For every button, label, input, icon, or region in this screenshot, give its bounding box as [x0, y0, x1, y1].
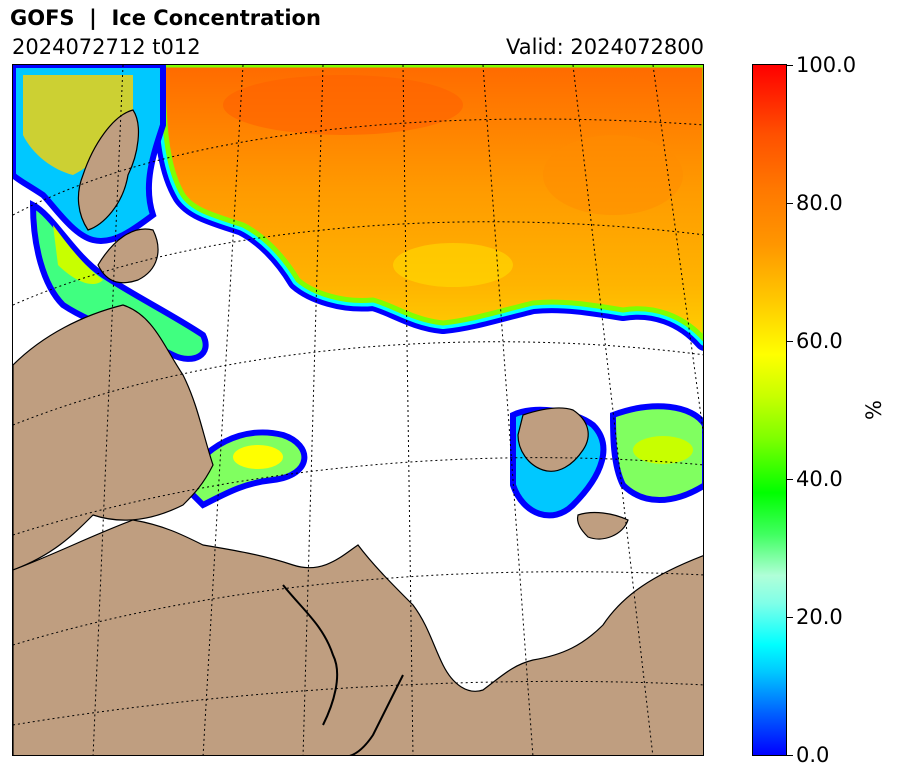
plot-title: GOFS | Ice Concentration: [10, 6, 321, 30]
colorbar-tick-80: [787, 203, 793, 204]
colorbar-label-80: 80.0: [796, 191, 843, 215]
colorbar-label-100: 100.0: [796, 53, 857, 77]
graticule: [13, 65, 703, 755]
map-canvas: [13, 65, 703, 755]
ice-concentration-map: [12, 64, 704, 756]
colorbar-label-60: 60.0: [796, 329, 843, 353]
colorbar-label-20: 20.0: [796, 605, 843, 629]
pack-ice-region: [152, 65, 703, 351]
colorbar-unit-label: %: [862, 400, 886, 420]
small-island: [576, 511, 629, 540]
severnaya-zemlya-island: [517, 407, 589, 472]
colorbar: [752, 64, 787, 756]
colorbar-label-40: 40.0: [796, 467, 843, 491]
kara-ice-patch: [179, 429, 308, 509]
svalbard-island: [77, 109, 139, 231]
colorbar-tick-40: [787, 479, 793, 480]
colorbar-tick-100: [787, 65, 793, 66]
colorbar-tick-60: [787, 341, 793, 342]
valid-time-label: Valid: 2024072800: [506, 35, 704, 59]
colorbar-label-0: 0.0: [796, 743, 830, 767]
init-time-label: 2024072712 t012: [12, 35, 201, 59]
siberian-mainland: [13, 519, 703, 755]
rivers: [282, 584, 404, 755]
land-masses: [13, 109, 703, 755]
novaya-zemlya: [13, 304, 214, 571]
colorbar-tick-0: [787, 755, 793, 756]
colorbar-tick-20: [787, 617, 793, 618]
